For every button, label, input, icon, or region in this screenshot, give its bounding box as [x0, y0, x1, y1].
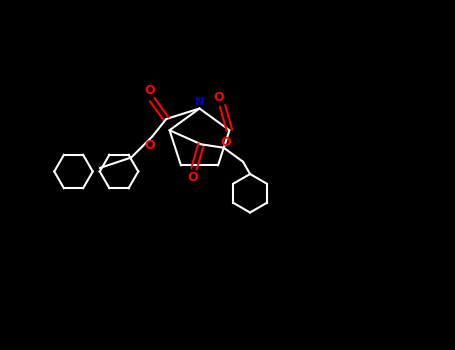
Text: O: O	[187, 171, 197, 184]
Text: O: O	[221, 136, 231, 149]
Text: N: N	[195, 97, 204, 107]
Text: O: O	[214, 91, 224, 104]
Text: O: O	[144, 84, 155, 98]
Text: O: O	[145, 139, 156, 152]
